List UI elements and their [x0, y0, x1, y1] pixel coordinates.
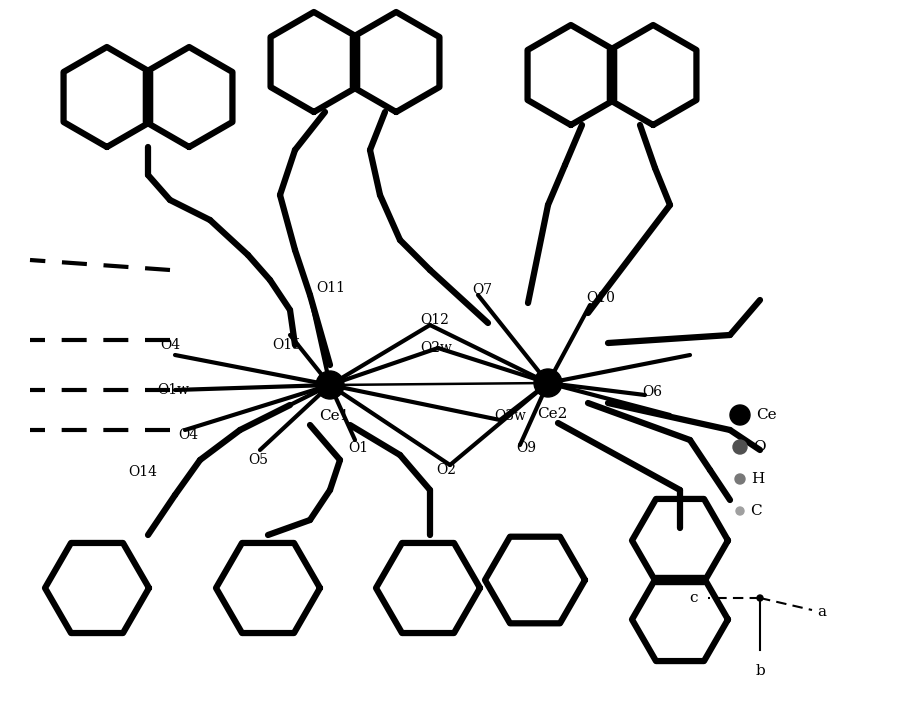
Text: c: c [689, 591, 698, 605]
Text: Ce: Ce [756, 408, 776, 422]
Circle shape [730, 405, 750, 425]
Text: O12: O12 [420, 313, 449, 327]
Text: a: a [817, 605, 826, 619]
Circle shape [757, 595, 763, 601]
Text: O5: O5 [248, 453, 268, 467]
Text: O1: O1 [348, 441, 368, 455]
Text: O9: O9 [516, 441, 536, 455]
Circle shape [534, 369, 562, 397]
Text: O4: O4 [160, 338, 180, 352]
Text: O4: O4 [178, 428, 198, 442]
Text: Ce2: Ce2 [537, 407, 568, 421]
Text: O2w: O2w [420, 341, 452, 355]
Text: O1w: O1w [157, 383, 189, 397]
Text: b: b [755, 664, 765, 678]
Circle shape [735, 474, 745, 484]
Text: O3w: O3w [494, 409, 526, 423]
Text: H: H [751, 472, 765, 486]
Text: C: C [750, 504, 762, 518]
Circle shape [736, 507, 744, 515]
Text: O11: O11 [316, 281, 345, 295]
Circle shape [733, 440, 747, 454]
Text: O: O [753, 440, 765, 454]
Text: Ce1: Ce1 [319, 409, 350, 423]
Text: O7: O7 [472, 283, 492, 297]
Text: O2: O2 [436, 463, 456, 477]
Text: O15: O15 [272, 338, 301, 352]
Circle shape [316, 371, 344, 399]
Text: O6: O6 [642, 385, 662, 399]
Text: O10: O10 [586, 291, 615, 305]
Text: O14: O14 [128, 465, 157, 479]
